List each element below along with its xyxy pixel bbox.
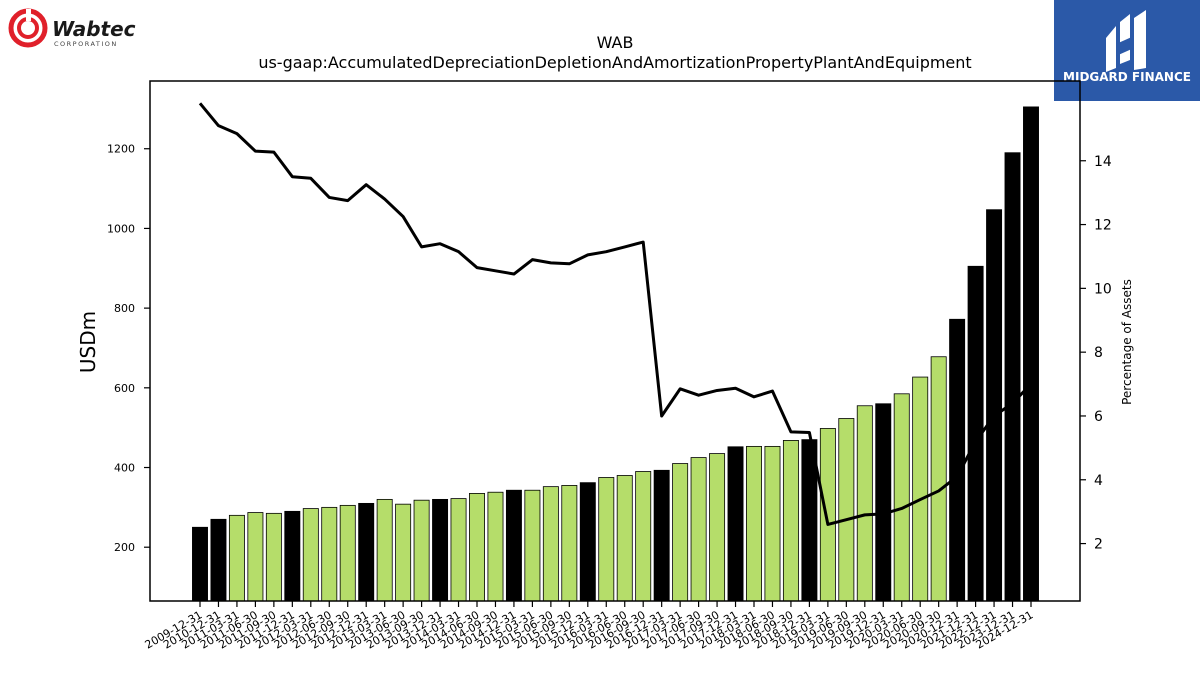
bar-2022-12-31 <box>986 209 1003 602</box>
y-tick-label: 1200 <box>107 143 135 156</box>
y-tick-label: 800 <box>114 302 135 315</box>
percentage-line <box>198 102 1033 526</box>
y2-tick-label: 8 <box>1094 345 1103 361</box>
bar-2014-09-30 <box>487 491 504 602</box>
midgard-finance-logo: MIDGARD FINANCE <box>1054 0 1200 101</box>
bar-2013-06-30 <box>395 503 412 602</box>
bar-2016-09-30 <box>635 471 652 602</box>
bar-2011-09-30 <box>265 512 282 602</box>
y2-tick-label: 6 <box>1094 409 1103 425</box>
wabtec-logo-mark: Wabtec CORPORATION <box>8 8 136 48</box>
bar-2017-09-30 <box>709 453 726 602</box>
y2-tick-label: 2 <box>1094 537 1103 553</box>
bar-2014-12-31 <box>505 489 522 602</box>
bar-2015-12-31 <box>579 482 596 602</box>
x-tick-labels: 2009-12-312010-12-312011-03-312011-06-30… <box>143 601 1036 652</box>
y-tick-label: 400 <box>114 462 135 475</box>
y-axis-label: USDm <box>76 311 100 373</box>
wabtec-logo: Wabtec CORPORATION <box>6 6 146 52</box>
bar-2013-03-31 <box>376 498 393 602</box>
bar-2020-03-31 <box>893 393 910 602</box>
bar-2017-03-31 <box>672 463 689 602</box>
y-tick-label: 1000 <box>107 222 135 235</box>
bar-2017-12-31 <box>727 446 744 602</box>
company-logo-text: Wabtec <box>52 17 136 41</box>
bar-2024-12-31 <box>1023 106 1039 602</box>
bar-2018-03-31 <box>746 445 762 602</box>
bar-2011-12-31 <box>284 510 301 602</box>
y-tick-label: 600 <box>114 382 135 395</box>
plot-frame <box>149 80 1081 602</box>
y2-tick-label: 10 <box>1094 281 1112 297</box>
bar-2015-03-31 <box>524 489 541 602</box>
company-logo-subtext: CORPORATION <box>54 40 118 48</box>
publisher-logo-text: MIDGARD FINANCE <box>1063 70 1191 84</box>
bar-2018-09-30 <box>782 440 799 602</box>
bar-2020-09-30 <box>930 356 947 602</box>
bar-2016-03-31 <box>598 477 615 602</box>
bar-2013-09-30 <box>413 499 430 602</box>
bar-2017-06-30 <box>690 457 707 602</box>
bar-2019-12-31 <box>875 403 892 602</box>
bar-2010-12-31 <box>210 518 227 602</box>
bar-2011-06-30 <box>247 512 264 602</box>
y2-tick-label: 14 <box>1094 154 1112 170</box>
bar-series <box>192 106 1039 602</box>
bar-2018-06-30 <box>764 445 781 602</box>
bar-2023-12-31 <box>1004 152 1021 602</box>
bar-2012-09-30 <box>339 504 356 602</box>
y2-tick-label: 12 <box>1094 218 1112 234</box>
chart-title: WAB <box>597 33 634 52</box>
y-tick-label: 200 <box>114 541 135 554</box>
bar-2019-09-30 <box>856 405 873 602</box>
bar-2019-03-31 <box>819 428 836 602</box>
bar-2015-06-30 <box>542 486 559 602</box>
bar-2012-03-31 <box>302 508 319 602</box>
bar-2016-06-30 <box>616 475 633 602</box>
bar-2014-03-31 <box>450 498 467 602</box>
y2-axis-label: Percentage of Assets <box>1120 279 1134 405</box>
bar-2020-06-30 <box>912 376 929 602</box>
bar-2015-09-30 <box>561 485 578 602</box>
y2-tick-label: 4 <box>1094 473 1103 489</box>
bar-2013-12-31 <box>432 498 449 602</box>
bar-2014-06-30 <box>469 493 485 602</box>
chart-subtitle: us-gaap:AccumulatedDepreciationDepletion… <box>258 53 971 72</box>
bar-2019-06-30 <box>838 418 855 602</box>
bar-2011-03-31 <box>228 514 245 602</box>
midgard-logo-mark: MIDGARD FINANCE <box>1063 10 1191 84</box>
bar-2020-12-31 <box>949 318 966 602</box>
line-series <box>198 102 1033 526</box>
bar-2012-06-30 <box>321 506 338 602</box>
bar-2012-12-31 <box>358 502 375 602</box>
axes: 200 400 600 800 1000 1200 2 4 6 8 10 12 14 <box>107 80 1112 602</box>
bar-2016-12-31 <box>653 469 670 602</box>
bar-2009-12-31 <box>192 526 208 602</box>
